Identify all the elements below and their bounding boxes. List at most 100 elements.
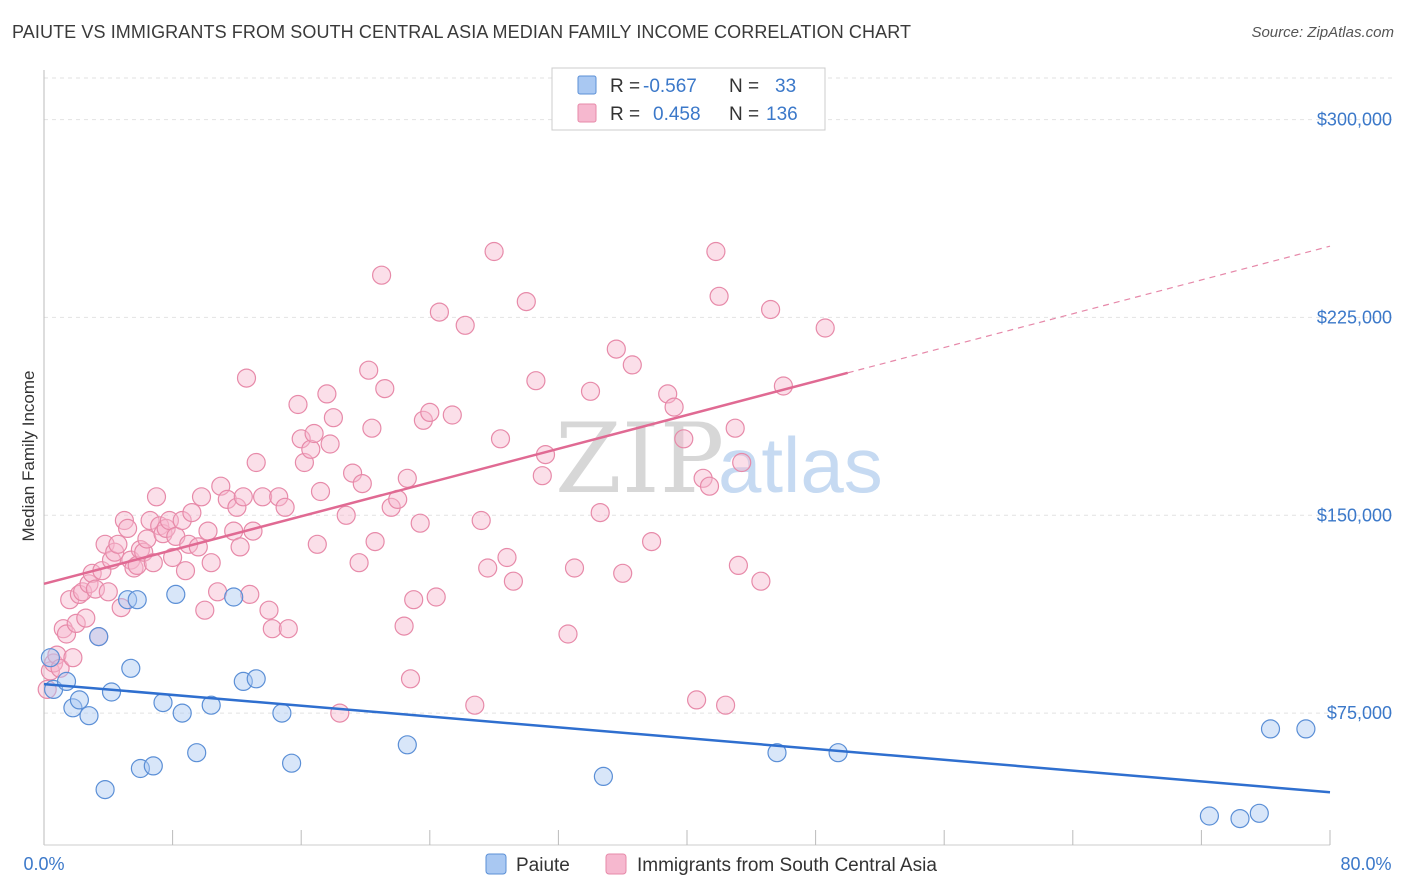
data-point <box>63 698 83 718</box>
legend-r-label-immigrants: R = <box>610 104 640 125</box>
data-point <box>693 468 713 488</box>
bottom-legend-swatch-paiute-border <box>485 853 507 875</box>
data-point <box>580 381 601 401</box>
data-point <box>429 302 449 322</box>
data-point <box>352 474 372 494</box>
data-point <box>69 690 90 710</box>
y-axis-label: Median Family Income <box>19 370 38 541</box>
data-point <box>686 690 707 710</box>
data-point <box>490 429 511 449</box>
data-point <box>413 410 433 430</box>
data-point <box>442 405 462 425</box>
data-point <box>728 555 749 576</box>
gridlines <box>44 77 1392 714</box>
data-point <box>699 476 720 496</box>
data-point <box>1199 806 1220 826</box>
data-point <box>558 624 578 644</box>
data-point <box>410 513 430 533</box>
data-point <box>767 743 787 763</box>
data-point <box>622 355 642 375</box>
data-point <box>365 531 385 552</box>
data-point <box>1296 719 1316 739</box>
data-point <box>674 429 694 449</box>
data-point <box>343 463 363 483</box>
data-point <box>1230 808 1250 829</box>
data-point <box>89 626 109 647</box>
data-point <box>217 489 237 509</box>
data-point <box>606 339 626 359</box>
data-point <box>175 561 196 581</box>
bottom-legend-swatch-immigrants <box>606 854 626 874</box>
data-point <box>146 487 167 507</box>
data-point <box>828 743 848 763</box>
data-point <box>143 553 163 573</box>
data-point <box>153 692 173 713</box>
data-point <box>95 779 115 800</box>
data-point <box>275 497 295 517</box>
data-point <box>715 695 736 715</box>
data-point <box>349 553 369 573</box>
legend-n-value-immigrants: 136 <box>766 104 798 125</box>
data-point <box>317 384 337 404</box>
data-point <box>760 299 781 320</box>
x-axis-ticks <box>172 830 1331 845</box>
legend-r-label-paiute: R = <box>610 76 640 97</box>
data-point <box>240 584 260 605</box>
data-point <box>593 766 614 787</box>
legend-n-value-paiute: 33 <box>775 76 796 97</box>
data-point <box>503 571 524 591</box>
data-point <box>195 600 215 620</box>
legend-r-value-immigrants: 0.458 <box>653 104 701 125</box>
data-point <box>465 695 485 715</box>
data-point <box>233 487 253 507</box>
bottom-legend-label-paiute: Paiute <box>516 855 570 876</box>
data-point <box>336 505 356 525</box>
data-point <box>732 452 752 473</box>
data-point <box>320 434 340 454</box>
data-point <box>381 497 401 517</box>
data-point <box>121 658 141 678</box>
data-point <box>564 558 585 578</box>
legend-box <box>551 67 826 131</box>
data-point <box>76 608 96 628</box>
data-point <box>613 563 633 583</box>
data-point <box>400 669 421 689</box>
data-point <box>208 582 228 602</box>
data-point <box>288 394 308 415</box>
data-point <box>172 510 192 531</box>
data-point <box>201 553 221 573</box>
data-point <box>706 241 726 262</box>
data-point <box>532 466 552 486</box>
data-point <box>359 360 379 380</box>
trend-line-immigrants-extension <box>847 245 1331 374</box>
data-point <box>323 408 343 428</box>
y-tick-label: $150,000 <box>1317 505 1392 525</box>
data-point <box>224 587 244 607</box>
trend-line-immigrants <box>43 371 849 586</box>
data-point <box>420 402 440 422</box>
data-point <box>166 584 186 605</box>
data-point <box>426 587 446 607</box>
data-point <box>56 624 77 644</box>
series-paiute <box>40 584 1316 829</box>
data-point <box>751 571 771 591</box>
data-point <box>1260 719 1281 739</box>
data-point <box>198 521 218 541</box>
bottom-legend-swatch-paiute <box>486 854 506 874</box>
data-point <box>117 518 138 539</box>
data-point <box>310 481 331 502</box>
trend-lines <box>43 245 1331 794</box>
legend-swatch-paiute <box>578 76 596 94</box>
data-point <box>63 648 83 668</box>
data-point <box>40 648 61 668</box>
y-tick-label: $300,000 <box>1317 110 1392 130</box>
data-point <box>98 582 118 602</box>
legend-swatch-paiute-border <box>577 75 597 95</box>
bottom-legend-swatch-immigrants-border <box>605 853 627 875</box>
data-point <box>182 502 202 523</box>
legend-r-value-paiute: -0.567 <box>643 76 697 97</box>
data-point <box>272 703 292 723</box>
data-point <box>1249 803 1269 823</box>
data-point <box>375 379 395 399</box>
data-point <box>397 735 417 755</box>
